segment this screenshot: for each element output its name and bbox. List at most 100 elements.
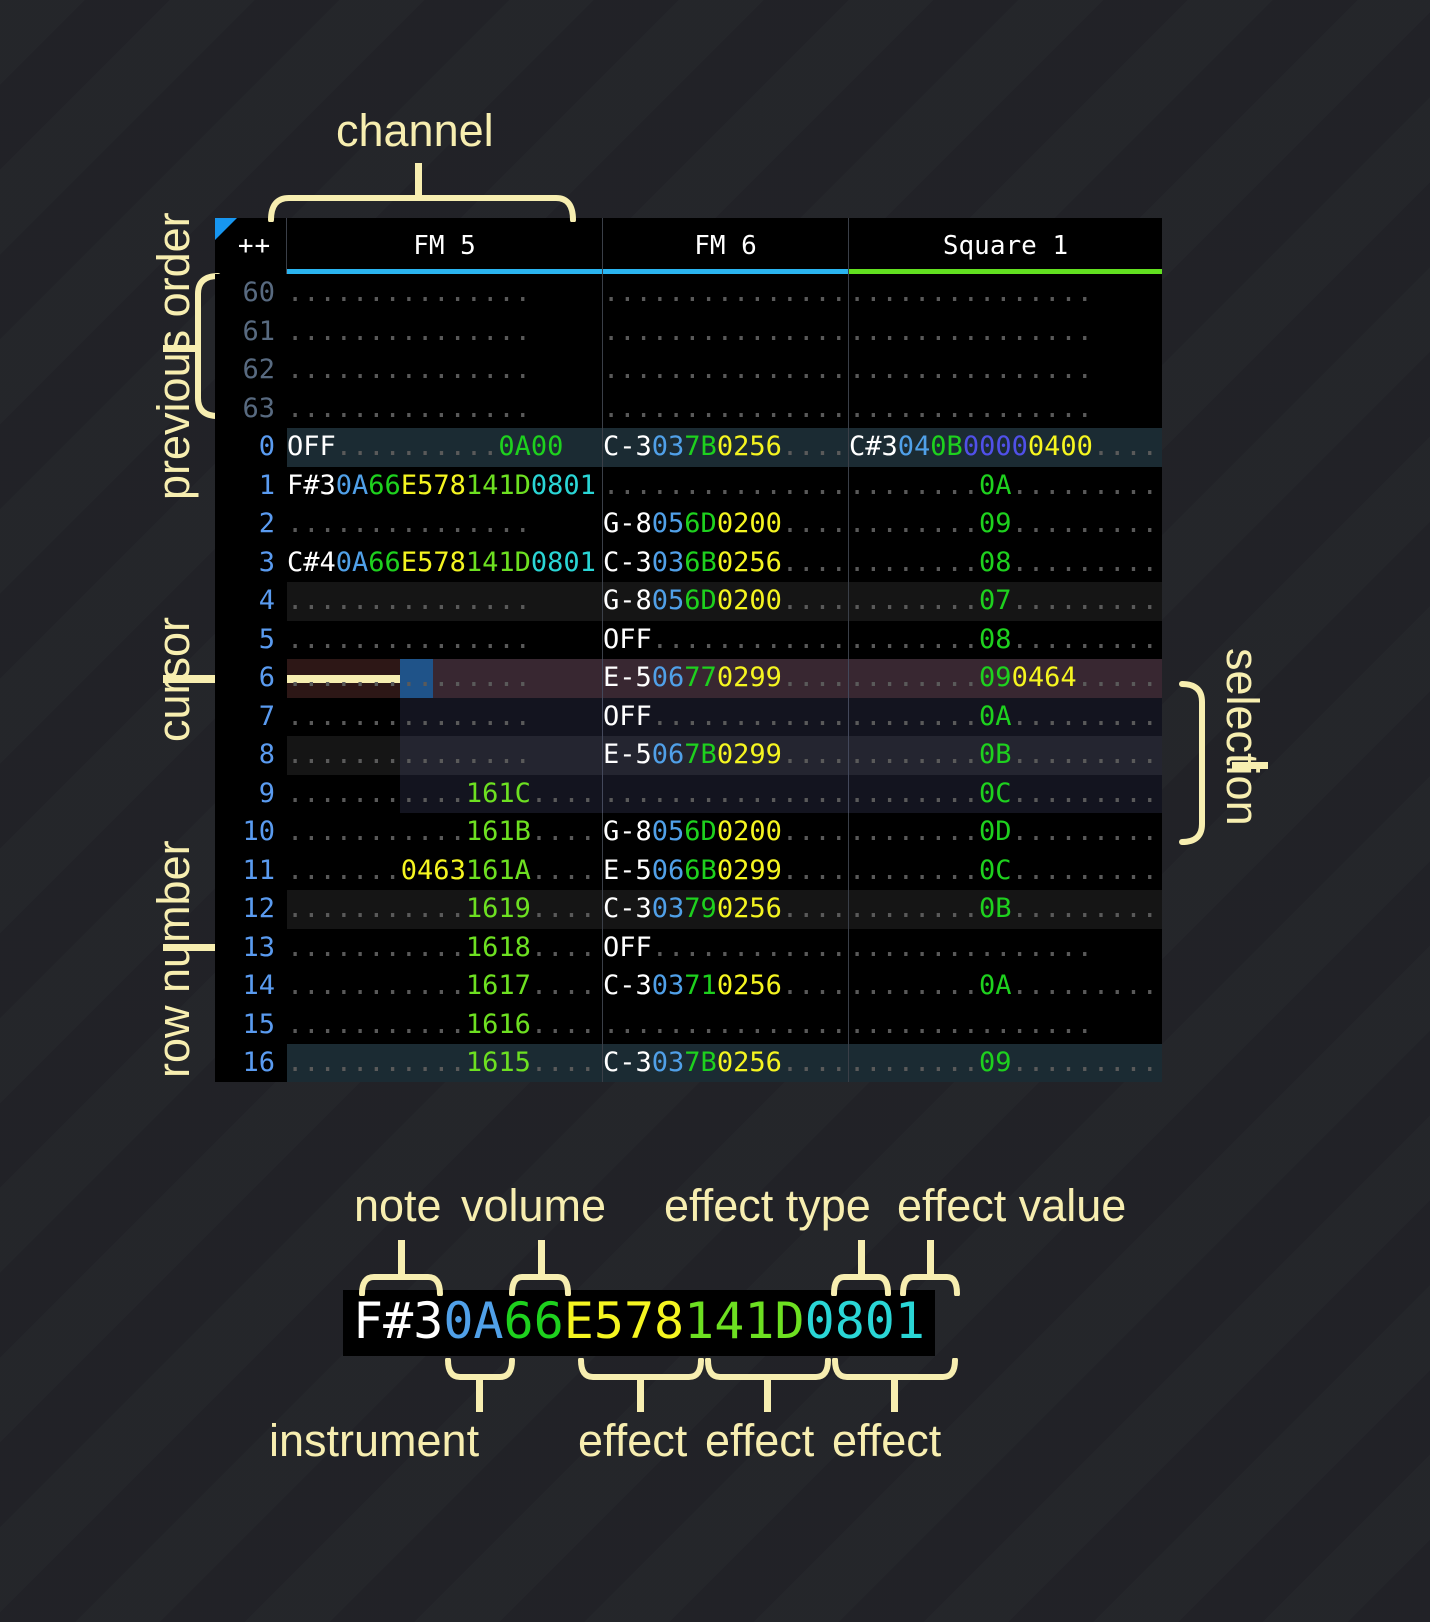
pattern-row[interactable]: 9 ...........161C........................… (215, 774, 1162, 814)
row-number-cell[interactable]: 61 (215, 312, 287, 351)
channel-cell[interactable]: C#3040B00000400.... (849, 428, 1162, 467)
row-number-cell[interactable]: 60 (215, 274, 287, 313)
pattern-row[interactable]: 0 OFF..........0A00 C-3037B0256.... C#3040B… (215, 428, 1162, 467)
row-number-cell[interactable]: 16 (215, 1044, 287, 1082)
pattern-row[interactable]: 16 ...........1615.... C-3037B0256........… (215, 1044, 1162, 1082)
row-number-cell[interactable]: 0 (215, 428, 287, 467)
channel-cell[interactable]: ............... (849, 274, 1162, 313)
channel-cell[interactable]: C-3036B0256.... (603, 543, 849, 582)
channel-cell[interactable]: E-5067B0299.... (603, 736, 849, 775)
channel-cell[interactable]: C-303790256.... (603, 890, 849, 929)
channel-cell[interactable]: ............... (287, 389, 603, 428)
channel-cell[interactable]: ............... (849, 390, 1162, 429)
channel-cell[interactable]: ...........1615.... (287, 1044, 603, 1082)
channel-cell[interactable]: ............... (603, 1005, 849, 1044)
channel-cell[interactable]: ............... (603, 389, 849, 428)
channel-cell[interactable]: ............... (287, 312, 603, 351)
pattern-row[interactable]: 13 ...........1618.... OFF................… (215, 928, 1162, 968)
channel-cell[interactable]: ........0C......... (849, 775, 1162, 814)
row-number-cell[interactable]: 6 (215, 659, 287, 698)
row-number-cell[interactable]: 12 (215, 890, 287, 929)
channel-cell[interactable]: C-3037B0256.... (603, 428, 849, 467)
channel-cell[interactable]: ........09......... (849, 1044, 1162, 1082)
channel-cell[interactable]: ........08......... (849, 544, 1162, 583)
channel-cell[interactable]: ........0C......... (849, 852, 1162, 891)
row-number-cell[interactable]: 8 (215, 736, 287, 775)
channel-cell[interactable]: G-8056D0200.... (603, 582, 849, 621)
pattern-row[interactable]: 11 .......0463161A.... E-5066B0299........… (215, 851, 1162, 891)
pattern-row[interactable]: 61......................................… (215, 312, 1162, 352)
channel-cell[interactable]: F#30A66E578141D0801 (287, 466, 603, 505)
channel-cell[interactable]: ........0A......... (849, 698, 1162, 737)
channel-cell[interactable]: ...........1617.... (287, 967, 603, 1006)
pattern-row[interactable]: 14 ...........1617.... C-303710256........… (215, 967, 1162, 1006)
channel-cell[interactable]: E-5066B0299.... (603, 851, 849, 890)
row-number-cell[interactable]: 4 (215, 582, 287, 621)
channel-cell[interactable]: ............... (849, 313, 1162, 352)
row-number-cell[interactable]: 62 (215, 351, 287, 390)
pattern-row[interactable]: 15 ...........1616.......................… (215, 1005, 1162, 1045)
pattern-row[interactable]: 60......................................… (215, 274, 1162, 313)
channel-cell[interactable]: ............... (849, 1006, 1162, 1045)
channel-cell[interactable]: OFF............ (603, 928, 849, 967)
channel-cell[interactable]: ...........1619.... (287, 890, 603, 929)
pattern-row[interactable]: 62......................................… (215, 351, 1162, 390)
row-number-cell[interactable]: 3 (215, 543, 287, 582)
channel-cell[interactable]: ........08......... (849, 621, 1162, 660)
pattern-editor[interactable]: ++ FM 5 FM 6 Square 1 60................… (215, 218, 1162, 1082)
channel-cell[interactable]: ...........161C.... (287, 774, 603, 813)
row-number-cell[interactable]: 10 (215, 813, 287, 852)
channel-cell[interactable]: ........090464..... (849, 659, 1162, 698)
channel-cell[interactable]: OFF..........0A00 (287, 428, 603, 467)
channel-cell[interactable]: ............... (849, 351, 1162, 390)
channel-cell[interactable]: ........07......... (849, 582, 1162, 621)
pattern-row[interactable]: 1 F#30A66E578141D0801....................… (215, 466, 1162, 506)
channel-cell[interactable]: G-8056D0200.... (603, 813, 849, 852)
channel-cell[interactable]: ............... (603, 312, 849, 351)
row-number-cell[interactable]: 2 (215, 505, 287, 544)
channel-cell[interactable]: ........0A......... (849, 967, 1162, 1006)
pattern-row[interactable]: 6............... E-506770299.... ........0… (215, 659, 1162, 698)
pattern-row[interactable]: 2............... G-8056D0200.... ........0… (215, 505, 1162, 544)
channel-cell[interactable]: OFF............ (603, 697, 849, 736)
channel-cell[interactable]: ........09......... (849, 505, 1162, 544)
row-number-cell[interactable]: 7 (215, 697, 287, 736)
channel-cell[interactable]: E-506770299.... (603, 659, 849, 698)
channel-cell[interactable]: ............... (603, 774, 849, 813)
channel-cell[interactable]: ...........161B.... (287, 813, 603, 852)
channel-cell[interactable]: ............... (603, 466, 849, 505)
channel-cell[interactable]: C#40A66E578141D0801 (287, 543, 603, 582)
channel-cell[interactable]: ............... (603, 351, 849, 390)
channel-cell[interactable]: ............... (287, 736, 603, 775)
pattern-corner-marker[interactable]: ++ (215, 218, 287, 274)
channel-cell[interactable]: ............... (287, 582, 603, 621)
row-number-cell[interactable]: 11 (215, 851, 287, 890)
channel-cell[interactable]: ........0D......... (849, 813, 1162, 852)
pattern-row[interactable]: 12 ...........1619.... C-303790256........… (215, 890, 1162, 929)
channel-cell[interactable]: ............... (287, 620, 603, 659)
pattern-row[interactable]: 8............... E-5067B0299.... ........0… (215, 736, 1162, 775)
row-number-cell[interactable]: 13 (215, 928, 287, 967)
channel-header-square1[interactable]: Square 1 (849, 218, 1162, 274)
channel-cell[interactable]: ............... (287, 659, 603, 698)
channel-cell[interactable]: ........0B......... (849, 890, 1162, 929)
channel-cell[interactable]: ............... (603, 274, 849, 313)
pattern-row[interactable]: 63......................................… (215, 389, 1162, 429)
row-number-cell[interactable]: 14 (215, 967, 287, 1006)
channel-cell[interactable]: ............... (287, 697, 603, 736)
channel-cell[interactable]: ...........1616.... (287, 1005, 603, 1044)
pattern-row[interactable]: 4............... G-8056D0200.... ........0… (215, 582, 1162, 621)
channel-cell[interactable]: .......0463161A.... (287, 851, 603, 890)
pattern-row[interactable]: 10 ...........161B.... G-8056D0200........… (215, 813, 1162, 852)
channel-header-fm5[interactable]: FM 5 (287, 218, 603, 274)
channel-cell[interactable]: ............... (849, 929, 1162, 968)
channel-cell[interactable]: ............... (287, 351, 603, 390)
channel-cell[interactable]: C-303710256.... (603, 967, 849, 1006)
row-number-cell[interactable]: 5 (215, 620, 287, 659)
row-number-cell[interactable]: 15 (215, 1005, 287, 1044)
channel-cell[interactable]: ............... (287, 274, 603, 313)
pattern-row[interactable]: 5............... OFF............ ........0… (215, 620, 1162, 660)
channel-cell[interactable]: ........0A......... (849, 467, 1162, 506)
pattern-row[interactable]: 3 C#40A66E578141D0801 C-3036B0256.........… (215, 543, 1162, 583)
channel-header-fm6[interactable]: FM 6 (603, 218, 849, 274)
